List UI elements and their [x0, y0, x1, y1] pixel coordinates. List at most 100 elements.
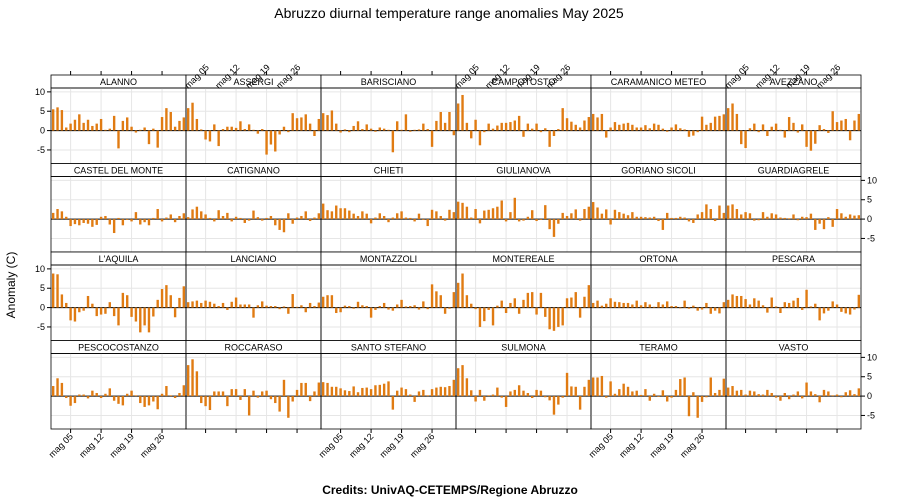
anomaly-bar: [666, 212, 669, 220]
anomaly-bar: [605, 209, 608, 220]
anomaly-bar: [683, 129, 686, 131]
anomaly-bar: [409, 217, 412, 220]
anomaly-bar: [726, 108, 730, 131]
anomaly-bar: [91, 390, 94, 397]
anomaly-bar: [51, 109, 55, 131]
station-name: MONTEREALE: [492, 254, 554, 264]
anomaly-bar: [426, 395, 429, 397]
anomaly-bar: [766, 389, 769, 397]
anomaly-bar: [178, 392, 181, 397]
anomaly-bar: [104, 129, 107, 131]
anomaly-bar: [456, 282, 460, 308]
anomaly-bar: [204, 300, 207, 308]
anomaly-bar: [213, 391, 216, 397]
anomaly-bar: [160, 219, 164, 222]
anomaly-bar: [343, 390, 347, 397]
anomaly-bar: [282, 306, 286, 308]
panel-frame: [50, 176, 187, 253]
anomaly-bar: [413, 219, 416, 222]
anomaly-bar: [169, 295, 172, 308]
station-panel: L'AQUILA -5 0 5 10: [35, 251, 187, 341]
anomaly-bar: [674, 389, 678, 397]
anomaly-bar: [827, 130, 830, 133]
anomaly-bar: [448, 386, 451, 397]
anomaly-bar: [496, 206, 499, 220]
anomaly-bar: [143, 307, 146, 326]
anomaly-bar: [796, 297, 800, 308]
anomaly-bar: [230, 126, 233, 131]
anomaly-bar: [313, 130, 316, 137]
anomaly-bar: [256, 396, 260, 398]
anomaly-bar: [304, 211, 307, 220]
anomaly-bar: [186, 365, 190, 397]
anomaly-bar: [574, 386, 577, 397]
anomaly-bar: [178, 215, 181, 220]
anomaly-bar: [51, 273, 55, 308]
anomaly-bar: [761, 305, 765, 308]
anomaly-bar: [191, 359, 194, 397]
anomaly-bar: [456, 201, 460, 220]
anomaly-bar: [121, 396, 125, 406]
x-tick-label: mag 19: [648, 431, 676, 459]
anomaly-bar: [117, 396, 120, 404]
anomaly-bar: [474, 396, 477, 402]
anomaly-bar: [191, 301, 194, 308]
anomaly-bar: [143, 219, 146, 223]
anomaly-bar: [491, 394, 495, 397]
anomaly-bar: [178, 297, 181, 308]
anomaly-bar: [600, 113, 604, 131]
anomaly-bar: [783, 130, 786, 138]
anomaly-bar: [282, 219, 286, 233]
anomaly-bar: [448, 307, 451, 309]
x-tick-label: mag 12: [77, 431, 105, 459]
anomaly-bar: [426, 219, 429, 227]
anomaly-bar: [165, 217, 168, 220]
anomaly-bar: [531, 210, 534, 220]
anomaly-bar: [126, 295, 129, 308]
x-tick-label: mag 26: [408, 431, 436, 459]
anomaly-bar: [426, 307, 429, 310]
station-name: SULMONA: [501, 343, 546, 353]
anomaly-bar: [452, 212, 456, 220]
anomaly-bar: [822, 129, 826, 131]
y-tick-label: -5: [867, 410, 875, 420]
anomaly-bar: [631, 391, 634, 397]
anomaly-bar: [726, 205, 730, 220]
anomaly-bar: [670, 306, 673, 308]
anomaly-bar: [683, 300, 686, 308]
y-tick-label: -5: [37, 322, 45, 332]
anomaly-bar: [365, 213, 368, 220]
anomaly-bar: [256, 305, 260, 308]
anomaly-bar: [835, 304, 839, 308]
anomaly-bar: [787, 396, 791, 400]
anomaly-bar: [692, 130, 695, 136]
anomaly-bar: [291, 219, 294, 224]
anomaly-bar: [670, 217, 673, 220]
anomaly-bar: [648, 396, 651, 401]
anomaly-bar: [439, 386, 442, 397]
anomaly-bar: [374, 130, 377, 132]
anomaly-bar: [243, 129, 246, 131]
anomaly-bar: [548, 307, 551, 330]
anomaly-bar: [483, 210, 486, 220]
anomaly-bar: [761, 124, 765, 131]
anomaly-bar: [217, 130, 220, 147]
anomaly-bar: [130, 307, 133, 317]
anomaly-bar: [509, 212, 512, 220]
x-tick-label: mag 26: [138, 431, 166, 459]
anomaly-bar: [670, 127, 673, 131]
anomaly-bar: [378, 306, 381, 308]
anomaly-bar: [761, 212, 765, 220]
anomaly-bar: [831, 219, 834, 227]
anomaly-bar: [391, 307, 395, 311]
anomaly-bar: [165, 386, 168, 397]
anomaly-bar: [182, 286, 186, 308]
anomaly-bar: [121, 219, 125, 226]
anomaly-bar: [500, 200, 503, 220]
anomaly-bar: [343, 129, 347, 131]
station-name: GUARDIAGRELE: [758, 166, 830, 176]
anomaly-bar: [456, 103, 460, 131]
anomaly-bar: [531, 292, 534, 308]
station-name: CAMPOTOSTO: [492, 77, 556, 87]
